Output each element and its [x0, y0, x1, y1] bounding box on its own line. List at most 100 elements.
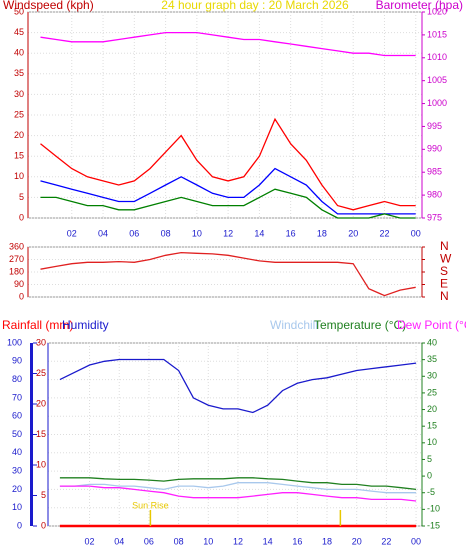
y-tick-label: 180	[9, 266, 24, 276]
y2-tick-label: S	[440, 264, 448, 278]
y-tick-label: 90	[12, 356, 22, 366]
x-tick-label: 20	[348, 228, 358, 238]
y-tick-label: 0	[19, 291, 24, 301]
y-tick-label: 360	[9, 241, 24, 251]
y2-tick-label: W	[440, 252, 452, 266]
baro-axis-label: Barometer (hpa)	[376, 0, 463, 12]
y2-tick-label: 20	[427, 404, 437, 414]
rain-axis-bar	[30, 343, 33, 526]
x-tick-label: 18	[317, 228, 327, 238]
x-tick-label: 22	[379, 228, 389, 238]
series-line	[59, 358, 417, 414]
y2-tick-label: 985	[427, 167, 442, 177]
y2-tick-label: 5	[427, 454, 432, 464]
y3-tick-label: 20	[36, 398, 46, 408]
y2-tick-label: -10	[427, 504, 440, 514]
x-tick-label: 04	[98, 228, 108, 238]
x-tick-label: 16	[292, 536, 302, 546]
y-tick-label: 45	[14, 27, 24, 37]
y-tick-label: 50	[12, 429, 22, 439]
y2-tick-label: 10	[427, 437, 437, 447]
series-line	[40, 188, 416, 219]
y-tick-label: 10	[14, 171, 24, 181]
x-tick-label: 08	[161, 228, 171, 238]
y-tick-label: 10	[12, 502, 22, 512]
annotation: Sun Rise	[132, 500, 169, 510]
y2-tick-label: N	[440, 239, 449, 253]
y2-tick-label: 35	[427, 354, 437, 364]
y2-tick-label: 980	[427, 189, 442, 199]
legend-entry: Dew Point (°C)	[397, 318, 466, 332]
y2-tick-label: 1015	[427, 29, 447, 39]
x-tick-label: 12	[233, 536, 243, 546]
series-line	[40, 31, 416, 57]
y-tick-label: 20	[14, 130, 24, 140]
y-tick-label: 70	[12, 392, 22, 402]
y-tick-label: 5	[19, 192, 24, 202]
y-tick-label: 90	[14, 279, 24, 289]
x-tick-label: 00	[411, 536, 421, 546]
y2-tick-label: 975	[427, 212, 442, 222]
wind-axis-label: Windspeed (kph)	[3, 0, 94, 12]
y-tick-label: 80	[12, 374, 22, 384]
y-tick-label: 40	[14, 48, 24, 58]
y2-tick-label: -5	[427, 487, 435, 497]
x-tick-label: 22	[381, 536, 391, 546]
y3-tick-label: 5	[41, 490, 46, 500]
y2-tick-label: E	[440, 277, 448, 291]
y2-tick-label: 990	[427, 144, 442, 154]
x-tick-label: 02	[85, 536, 95, 546]
y-tick-label: 0	[19, 212, 24, 222]
legend-entry: Windchill	[270, 318, 318, 332]
legend-entry: Temperature (°C)	[314, 318, 406, 332]
y2-tick-label: 15	[427, 421, 437, 431]
y2-tick-label: 1005	[427, 75, 447, 85]
x-tick-label: 02	[67, 228, 77, 238]
y2-tick-label: -15	[427, 520, 440, 530]
x-tick-label: 10	[203, 536, 213, 546]
plot-area	[27, 11, 423, 219]
y-tick-label: 40	[12, 447, 22, 457]
legend-entry: Rainfall (mm)	[2, 318, 73, 332]
y-tick-label: 270	[9, 254, 24, 264]
x-tick-label: 04	[114, 536, 124, 546]
legend-entry: Humidity	[62, 318, 109, 332]
y-tick-label: 0	[17, 520, 22, 530]
series-line	[40, 117, 416, 211]
y-tick-label: 50	[14, 6, 24, 16]
y2-tick-label: 40	[427, 337, 437, 347]
y2-tick-label: 25	[427, 387, 437, 397]
x-tick-label: 14	[254, 228, 264, 238]
x-tick-label: 16	[286, 228, 296, 238]
series-line	[59, 477, 417, 491]
y-tick-label: 30	[12, 465, 22, 475]
x-tick-label: 10	[192, 228, 202, 238]
chart-title: 24 hour graph day : 20 March 2026	[161, 0, 349, 12]
y2-tick-label: 1010	[427, 52, 447, 62]
y3-tick-label: 30	[36, 337, 46, 347]
y-tick-label: 60	[12, 411, 22, 421]
y3-tick-label: 15	[36, 429, 46, 439]
x-tick-label: 14	[263, 536, 273, 546]
y-tick-label: 30	[14, 89, 24, 99]
x-tick-label: 12	[223, 228, 233, 238]
y2-tick-label: 1020	[427, 6, 447, 16]
y-tick-label: 15	[14, 151, 24, 161]
y2-tick-label: 995	[427, 121, 442, 131]
x-tick-label: 18	[322, 536, 332, 546]
y2-tick-label: 30	[427, 371, 437, 381]
y2-tick-label: 0	[427, 470, 432, 480]
x-tick-label: 20	[352, 536, 362, 546]
y3-tick-label: 10	[36, 459, 46, 469]
x-tick-label: 00	[411, 228, 421, 238]
y3-tick-label: 25	[36, 368, 46, 378]
series-line	[59, 485, 417, 502]
y-tick-label: 25	[14, 109, 24, 119]
y2-tick-label: 1000	[427, 98, 447, 108]
y3-tick-label: 0	[41, 520, 46, 530]
x-tick-label: 06	[144, 536, 154, 546]
x-tick-label: 06	[129, 228, 139, 238]
series-line	[40, 167, 416, 215]
x-tick-label: 08	[174, 536, 184, 546]
